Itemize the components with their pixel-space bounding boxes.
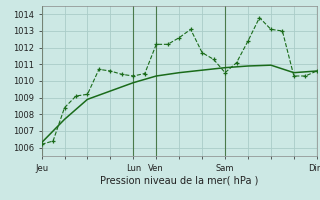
X-axis label: Pression niveau de la mer( hPa ): Pression niveau de la mer( hPa )	[100, 175, 258, 185]
